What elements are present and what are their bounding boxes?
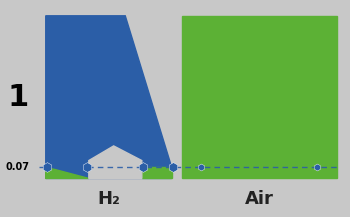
Text: 1: 1	[8, 83, 29, 112]
Polygon shape	[46, 167, 89, 178]
Text: 0.07: 0.07	[5, 162, 29, 172]
Text: Air: Air	[245, 190, 274, 208]
Text: H₂: H₂	[97, 190, 120, 208]
Polygon shape	[142, 167, 172, 178]
Polygon shape	[46, 16, 172, 178]
Bar	[182, 16, 337, 178]
Polygon shape	[89, 146, 142, 178]
